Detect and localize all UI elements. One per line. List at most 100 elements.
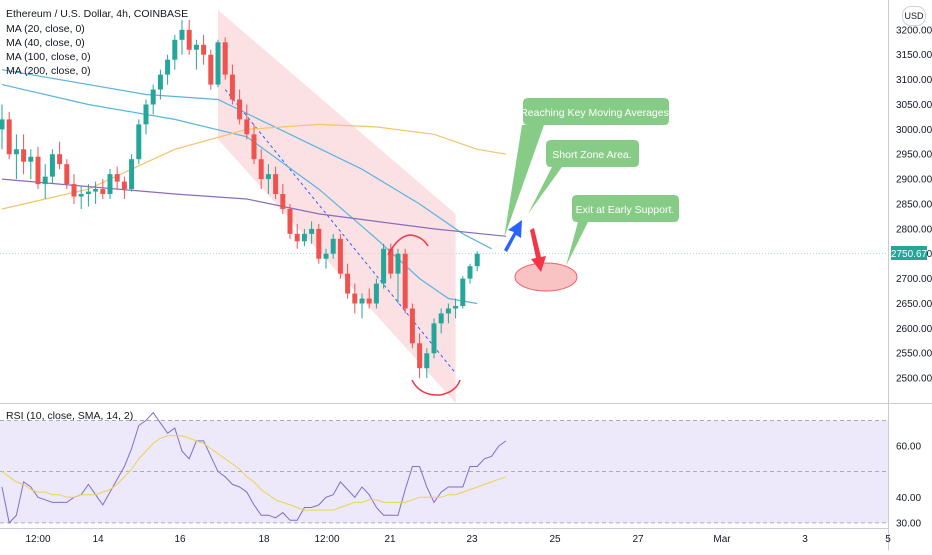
candle — [13, 134, 19, 180]
descending-channel — [218, 9, 456, 403]
candle — [179, 19, 185, 55]
candle — [0, 104, 5, 150]
rsi-legend: RSI (10, close, SMA, 14, 2) — [6, 410, 134, 422]
price-pane[interactable] — [0, 9, 888, 403]
price-tick-label: 2650.00 — [896, 299, 932, 310]
candle-body — [359, 298, 365, 304]
candle-body — [345, 273, 351, 294]
candle — [121, 176, 127, 200]
time-tick-label: 16 — [174, 534, 186, 545]
candle — [395, 248, 401, 304]
candle — [35, 146, 41, 190]
candle — [222, 37, 228, 80]
candle-body — [294, 233, 300, 242]
callout3-text: Exit at Early Support. — [576, 204, 675, 216]
rsi-tick-label: 60.00 — [896, 442, 921, 453]
candle-body — [424, 353, 430, 369]
candle-body — [438, 313, 444, 324]
candle — [402, 248, 408, 314]
candle-body — [309, 228, 315, 234]
candle-body — [316, 228, 322, 259]
price-tick-label: 3000.00 — [896, 125, 932, 136]
candle — [215, 39, 221, 88]
candle-body — [381, 248, 387, 284]
candle-body — [150, 89, 156, 105]
candle-body — [237, 99, 243, 120]
candle-body — [445, 308, 451, 314]
rsi-series-1 — [1, 435, 507, 511]
price-tick-label: 3050.00 — [896, 100, 932, 111]
candle — [251, 124, 257, 165]
candle — [294, 223, 300, 249]
candle-body — [107, 174, 113, 195]
candle — [157, 69, 163, 100]
candle-body — [42, 176, 48, 185]
candle — [78, 186, 84, 209]
candle-body — [28, 156, 34, 162]
candle — [129, 154, 135, 192]
candle-body — [93, 189, 99, 192]
candle-body — [229, 74, 235, 100]
candle-body — [330, 238, 336, 254]
candle-body — [49, 154, 55, 177]
candle-body — [323, 253, 329, 259]
candle — [165, 54, 171, 85]
candle — [114, 166, 120, 190]
time-tick-label: 21 — [384, 534, 396, 545]
price-tick-label: 2600.00 — [896, 324, 932, 335]
candle-body — [417, 343, 423, 369]
candle-body — [0, 119, 5, 130]
rsi-pane[interactable] — [0, 411, 888, 524]
time-tick-label: Mar — [713, 534, 731, 545]
ma-line-0 — [1, 84, 478, 305]
candle — [345, 263, 351, 299]
candle — [445, 303, 451, 324]
candle-body — [395, 253, 401, 274]
candle — [424, 348, 430, 379]
ma40-legend: MA (40, close, 0) — [6, 37, 85, 49]
time-tick-label: 5 — [885, 534, 891, 545]
candle — [417, 333, 423, 379]
candle — [323, 248, 329, 269]
time-tick-label: 12:00 — [25, 534, 50, 545]
candle — [359, 293, 365, 319]
top-arc-drawing — [387, 234, 429, 256]
candle — [373, 278, 379, 309]
candle — [352, 283, 358, 314]
candle — [337, 233, 343, 279]
candle-body — [129, 159, 135, 190]
callout1-text: Reaching Key Moving Averages. — [520, 107, 672, 119]
current-price-badge — [891, 246, 927, 260]
candle-body — [208, 54, 214, 85]
ma100-legend: MA (100, close, 0) — [6, 51, 91, 63]
bottom-arc-drawing — [411, 379, 461, 396]
candle — [258, 149, 264, 190]
candle — [85, 184, 91, 207]
candle — [316, 223, 322, 264]
down-arrow-icon — [530, 228, 546, 272]
candle-body — [114, 174, 120, 182]
candle-body — [201, 44, 207, 55]
candle-body — [244, 119, 250, 135]
rsi-series-0 — [1, 411, 507, 524]
ma200-legend: MA (200, close, 0) — [6, 65, 91, 77]
ma20-legend: MA (20, close, 0) — [6, 23, 85, 35]
candle-body — [215, 42, 221, 85]
callout-exit-support: Exit at Early Support. — [566, 195, 679, 266]
candle-body — [64, 164, 70, 185]
callout-short-zone: Short Zone Area. — [528, 140, 639, 214]
currency-badge[interactable]: USD — [902, 6, 926, 26]
candle — [381, 243, 387, 289]
candle — [21, 134, 27, 175]
price-tick-label: 2550.00 — [896, 349, 932, 360]
candle-body — [280, 194, 286, 209]
price-tick-label: 2950.00 — [896, 150, 932, 161]
candle — [172, 34, 178, 70]
price-tick-label: 2800.00 — [896, 224, 932, 235]
candle-body — [337, 238, 343, 274]
candle — [150, 84, 156, 115]
candle-body — [57, 154, 63, 165]
